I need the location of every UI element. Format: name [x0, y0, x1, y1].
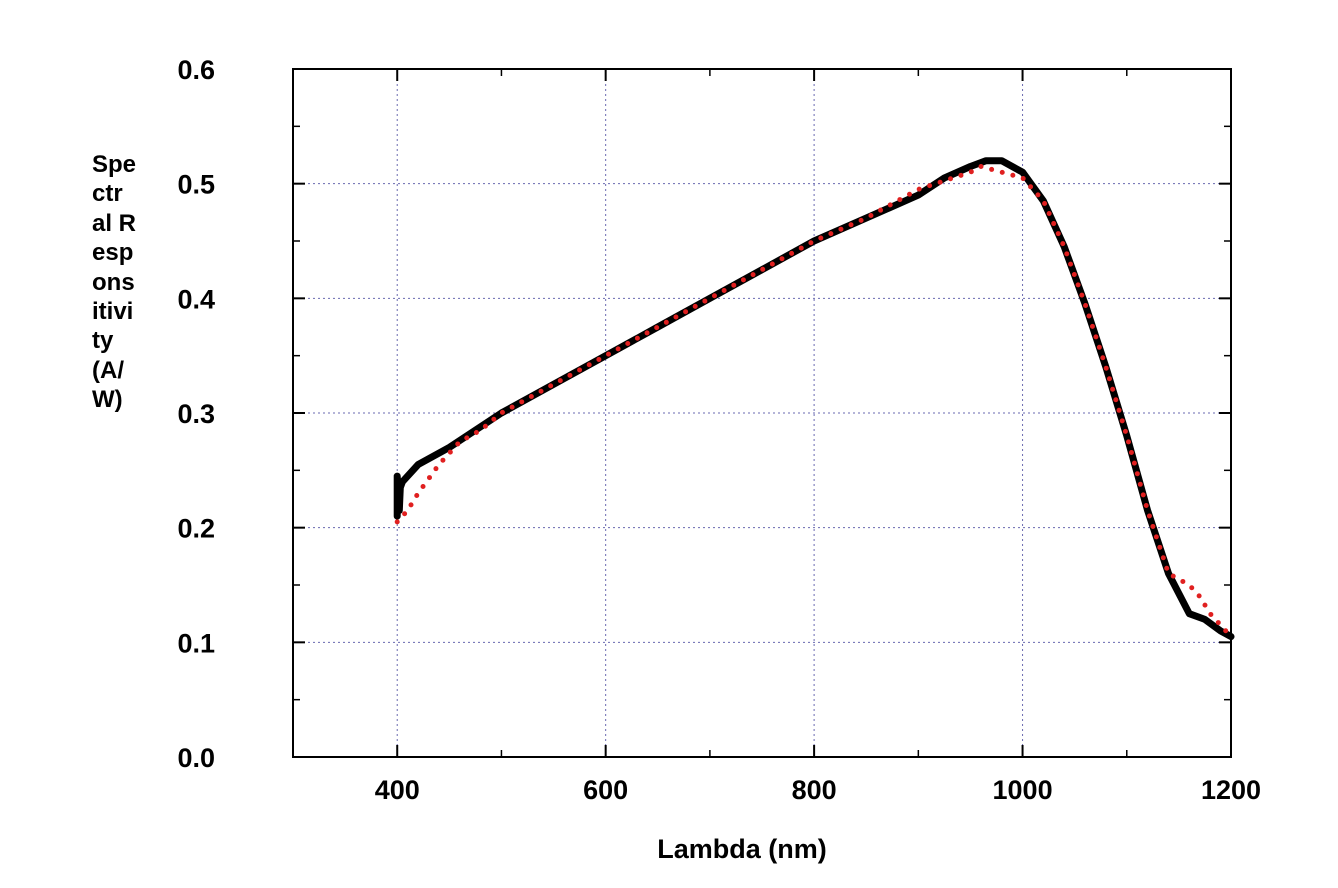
grid: [293, 69, 1231, 757]
y-tick-label: 0.0: [177, 743, 215, 773]
x-tick-label: 1200: [1201, 775, 1261, 805]
series-line-model: [394, 163, 1234, 640]
y-tick-label: 0.2: [177, 514, 215, 544]
y-tick-label: 0.3: [177, 399, 215, 429]
ticks: [292, 68, 1232, 758]
x-tick-label: 600: [583, 775, 628, 805]
y-tick-label: 0.1: [177, 628, 215, 658]
y-axis-title: Spectral Responsitivity (A/W): [92, 151, 137, 414]
x-tick-label: 1000: [993, 775, 1053, 805]
series-layer: [393, 157, 1235, 641]
x-tick-label: 400: [375, 775, 420, 805]
y-tick-label: 0.4: [177, 284, 215, 314]
y-tick-label: 0.6: [177, 55, 215, 85]
y-tick-label: 0.5: [177, 170, 215, 200]
tick-labels: 400 600 800 1000 1200 0.0 0.1 0.2 0.3 0.4 0.5 0.6: [177, 55, 1261, 805]
x-tick-label: 800: [792, 775, 837, 805]
x-axis-title: Lambda (nm): [657, 834, 827, 864]
